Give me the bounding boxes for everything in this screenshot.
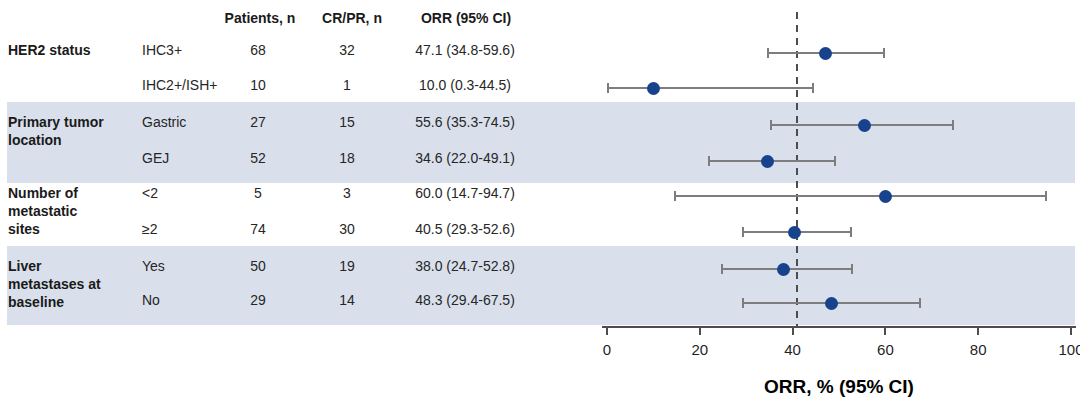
point-estimate-dot bbox=[858, 119, 871, 132]
point-estimate-dot bbox=[819, 47, 832, 60]
x-tick-label: 40 bbox=[771, 342, 815, 358]
ci-lower-cap bbox=[742, 227, 744, 237]
x-tick-label: 20 bbox=[678, 342, 722, 358]
ci-upper-cap bbox=[834, 156, 836, 166]
x-axis-tick bbox=[1070, 328, 1072, 335]
ci-upper-cap bbox=[883, 48, 885, 58]
point-estimate-dot bbox=[825, 297, 838, 310]
ci-lower-cap bbox=[607, 83, 609, 93]
x-tick-label: 100 bbox=[1049, 342, 1080, 358]
x-axis-tick bbox=[977, 328, 979, 335]
x-axis-line bbox=[602, 326, 1076, 328]
point-estimate-dot bbox=[761, 155, 774, 168]
point-estimate-dot bbox=[777, 263, 790, 276]
ci-lower-cap bbox=[674, 191, 676, 201]
point-estimate-dot bbox=[647, 82, 660, 95]
ci-upper-cap bbox=[851, 264, 853, 274]
ci-whisker-line bbox=[608, 87, 813, 89]
ci-upper-cap bbox=[919, 298, 921, 308]
ci-whisker-line bbox=[675, 195, 1046, 197]
point-estimate-dot bbox=[788, 226, 801, 239]
reference-dashed-line bbox=[796, 12, 798, 328]
point-estimate-dot bbox=[879, 190, 892, 203]
ci-upper-cap bbox=[812, 83, 814, 93]
x-tick-label: 80 bbox=[956, 342, 1000, 358]
x-axis-tick bbox=[606, 328, 608, 335]
ci-lower-cap bbox=[742, 298, 744, 308]
ci-upper-cap bbox=[1045, 191, 1047, 201]
ci-lower-cap bbox=[767, 48, 769, 58]
x-tick-label: 60 bbox=[863, 342, 907, 358]
ci-upper-cap bbox=[850, 227, 852, 237]
ci-upper-cap bbox=[952, 120, 954, 130]
x-tick-label: 0 bbox=[585, 342, 629, 358]
x-axis-tick bbox=[699, 328, 701, 335]
x-axis-tick bbox=[792, 328, 794, 335]
x-axis-tick bbox=[884, 328, 886, 335]
ci-lower-cap bbox=[721, 264, 723, 274]
x-axis-title: ORR, % (95% CI) bbox=[639, 376, 1039, 398]
ci-lower-cap bbox=[770, 120, 772, 130]
ci-lower-cap bbox=[708, 156, 710, 166]
plot-area: ORR, % (95% CI) 0 20 40 60 80 100 bbox=[0, 0, 1080, 410]
forest-plot-figure: Patients, n CR/PR, n ORR (95% CI) HER2 s… bbox=[0, 0, 1080, 410]
